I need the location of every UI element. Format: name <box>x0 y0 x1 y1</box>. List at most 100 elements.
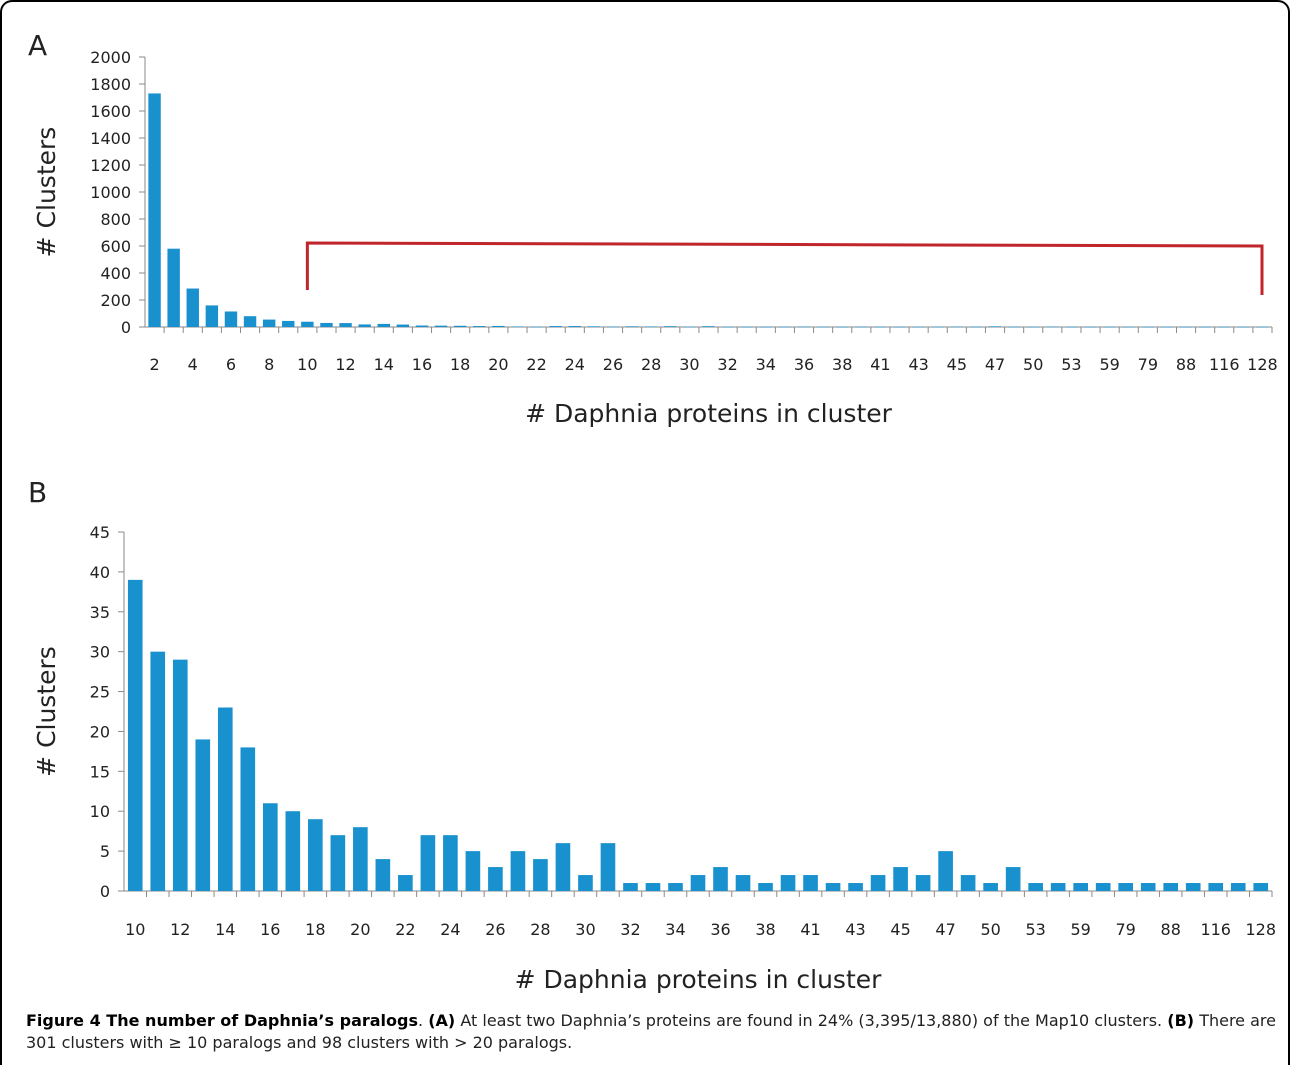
x-tick-label: 128 <box>1245 920 1276 939</box>
bar <box>195 739 211 891</box>
x-tick-label: 10 <box>125 920 145 939</box>
y-tick-label: 45 <box>90 523 110 542</box>
bar <box>1005 867 1021 891</box>
x-tick-label: 32 <box>620 920 640 939</box>
bar <box>623 883 638 891</box>
bar <box>780 875 796 891</box>
x-tick-label: 47 <box>935 920 955 939</box>
x-tick-label: 128 <box>1247 355 1278 374</box>
x-tick-label: 59 <box>1099 355 1119 374</box>
y-tick-label: 35 <box>90 603 110 622</box>
bar <box>396 324 410 327</box>
bar <box>285 811 301 891</box>
bar <box>127 579 143 891</box>
x-tick-label: 79 <box>1116 920 1136 939</box>
x-tick-label: 28 <box>530 920 550 939</box>
bar <box>721 326 734 328</box>
bar <box>1218 326 1231 328</box>
bar <box>668 883 683 891</box>
bar <box>931 326 944 328</box>
x-tick-label: 14 <box>374 355 394 374</box>
x-tick-label: 12 <box>335 355 355 374</box>
x-tick-label: 24 <box>565 355 585 374</box>
bar <box>1140 883 1156 891</box>
bar <box>492 325 505 327</box>
bar <box>645 883 661 891</box>
bar <box>825 883 841 891</box>
range-bracket <box>305 241 1264 295</box>
x-tick-label: 16 <box>412 355 432 374</box>
x-tick-label: 26 <box>485 920 505 939</box>
x-tick-label: 88 <box>1161 920 1181 939</box>
bar <box>205 305 219 327</box>
bar <box>1095 883 1111 891</box>
bar <box>578 875 593 891</box>
x-tick-label: 6 <box>226 355 236 374</box>
bar <box>587 326 601 327</box>
y-axis-title: # Clusters <box>32 127 61 258</box>
bar <box>870 875 886 891</box>
bar <box>420 835 436 891</box>
x-tick-label: 12 <box>170 920 190 939</box>
bar <box>301 321 314 327</box>
bar <box>443 835 458 891</box>
bar <box>167 248 180 327</box>
bar <box>1118 883 1134 891</box>
bar <box>816 326 830 328</box>
y-axis-title: # Clusters <box>32 646 61 777</box>
bar <box>1122 326 1135 328</box>
x-tick-label: 36 <box>794 355 814 374</box>
bar <box>893 326 906 328</box>
x-tick-label: 43 <box>845 920 865 939</box>
bar <box>358 324 371 327</box>
bar <box>511 326 524 328</box>
y-tick-label: 1600 <box>90 102 131 121</box>
bar <box>1084 326 1097 328</box>
y-tick-label: 400 <box>100 264 131 283</box>
bar <box>1256 326 1269 328</box>
bar <box>1179 326 1193 328</box>
bar <box>893 867 908 891</box>
x-tick-label: 116 <box>1200 920 1231 939</box>
x-tick-label: 34 <box>756 355 776 374</box>
y-tick-label: 10 <box>90 802 110 821</box>
bar <box>1185 883 1201 891</box>
bar <box>848 883 863 891</box>
bar <box>1027 326 1040 328</box>
bar <box>664 326 677 327</box>
x-tick-label: 38 <box>755 920 775 939</box>
bar <box>339 323 352 327</box>
bar <box>1230 883 1246 891</box>
bar <box>549 326 562 327</box>
x-tick-label: 2 <box>149 355 159 374</box>
bar <box>600 843 616 891</box>
x-tick-label: 20 <box>350 920 370 939</box>
x-axis-title: # Daphnia proteins in cluster <box>525 399 893 428</box>
bar <box>758 883 773 891</box>
x-tick-label: 45 <box>947 355 967 374</box>
bar <box>282 320 295 327</box>
figure-caption: Figure 4 The number of Daphnia’s paralog… <box>26 1011 1276 1052</box>
bar <box>398 875 413 891</box>
bar <box>778 326 792 328</box>
bar <box>1163 883 1179 891</box>
bar <box>855 326 868 328</box>
bar <box>217 707 233 891</box>
bar <box>186 288 199 327</box>
y-tick-label: 0 <box>121 318 131 337</box>
y-tick-label: 1200 <box>90 156 131 175</box>
bar <box>915 875 931 891</box>
x-tick-label: 16 <box>260 920 280 939</box>
panel-label: A <box>28 29 47 62</box>
x-tick-label: 20 <box>488 355 508 374</box>
bar <box>1253 883 1269 891</box>
y-tick-label: 5 <box>100 842 110 861</box>
bar <box>465 851 481 891</box>
y-tick-label: 1800 <box>90 75 131 94</box>
y-tick-label: 200 <box>100 291 131 310</box>
bar <box>172 659 188 891</box>
x-tick-label: 41 <box>800 920 820 939</box>
bar <box>606 326 620 328</box>
bar <box>1046 326 1059 328</box>
